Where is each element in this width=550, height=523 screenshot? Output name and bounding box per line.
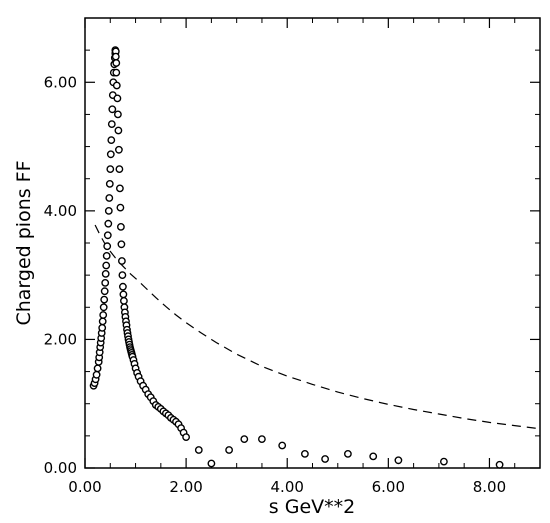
data-point bbox=[119, 282, 127, 291]
data-point bbox=[98, 323, 107, 332]
data-point bbox=[98, 317, 107, 326]
data-point bbox=[112, 68, 121, 77]
data-point bbox=[240, 435, 249, 443]
data-point bbox=[107, 120, 116, 129]
data-point bbox=[321, 455, 329, 463]
data-point bbox=[343, 449, 352, 458]
data-point bbox=[115, 165, 124, 174]
data-point bbox=[104, 219, 113, 228]
data-point bbox=[182, 433, 191, 441]
data-point bbox=[257, 435, 266, 443]
data-point bbox=[102, 251, 111, 260]
data-point bbox=[117, 240, 126, 249]
data-point bbox=[106, 165, 115, 174]
data-point bbox=[92, 370, 101, 379]
data-point bbox=[113, 94, 122, 103]
data-point bbox=[116, 203, 125, 212]
y-axis-title: Charged pions FF bbox=[13, 160, 35, 325]
data-point bbox=[118, 271, 127, 279]
data-point bbox=[101, 269, 110, 278]
data-point bbox=[100, 295, 109, 304]
data-point bbox=[105, 179, 114, 188]
data-point bbox=[120, 296, 128, 305]
x-tick-label: 4.00 bbox=[271, 478, 304, 496]
data-point bbox=[119, 290, 128, 299]
data-point bbox=[103, 231, 112, 240]
data-point bbox=[100, 287, 109, 296]
data-point bbox=[369, 452, 378, 461]
data-point bbox=[108, 105, 117, 114]
dashed-model-curve bbox=[94, 224, 541, 430]
data-point bbox=[300, 449, 309, 458]
data-points bbox=[89, 46, 504, 469]
data-point bbox=[225, 446, 234, 454]
data-point bbox=[111, 52, 120, 61]
x-tick-label: 8.00 bbox=[473, 478, 506, 496]
x-tick-label: 2.00 bbox=[169, 478, 202, 496]
data-point bbox=[93, 364, 102, 373]
data-point bbox=[116, 184, 124, 193]
x-tick-label: 6.00 bbox=[372, 478, 405, 496]
x-axis-title: s GeV**2 bbox=[269, 496, 355, 518]
y-tick-label: 0.00 bbox=[44, 459, 77, 477]
data-point bbox=[107, 136, 116, 145]
y-tick-label: 2.00 bbox=[44, 330, 77, 348]
data-point bbox=[101, 278, 110, 287]
data-point bbox=[118, 257, 126, 265]
y-tick-label: 6.00 bbox=[44, 73, 77, 91]
data-point bbox=[439, 457, 448, 466]
data-point bbox=[112, 59, 121, 67]
data-point bbox=[104, 206, 113, 215]
data-point bbox=[103, 242, 112, 251]
data-point bbox=[115, 145, 123, 154]
data-point bbox=[194, 446, 203, 454]
data-point bbox=[278, 441, 287, 450]
data-point bbox=[114, 126, 123, 135]
data-point bbox=[394, 456, 403, 465]
x-tick-label: 0.00 bbox=[68, 478, 101, 496]
data-point bbox=[112, 81, 121, 90]
axis-ticks bbox=[84, 17, 541, 469]
data-point bbox=[106, 150, 115, 159]
data-point bbox=[99, 311, 108, 319]
y-tick-label: 4.00 bbox=[44, 202, 77, 220]
data-point bbox=[114, 110, 122, 119]
data-point bbox=[207, 459, 216, 468]
tick-labels: 0.00 2.00 4.00 6.00 8.00 0.00 2.00 4.00 6.00 bbox=[44, 73, 507, 496]
data-point bbox=[99, 303, 108, 312]
data-point bbox=[102, 261, 111, 270]
data-point bbox=[117, 222, 125, 231]
data-point bbox=[495, 460, 504, 469]
data-point bbox=[105, 194, 114, 202]
